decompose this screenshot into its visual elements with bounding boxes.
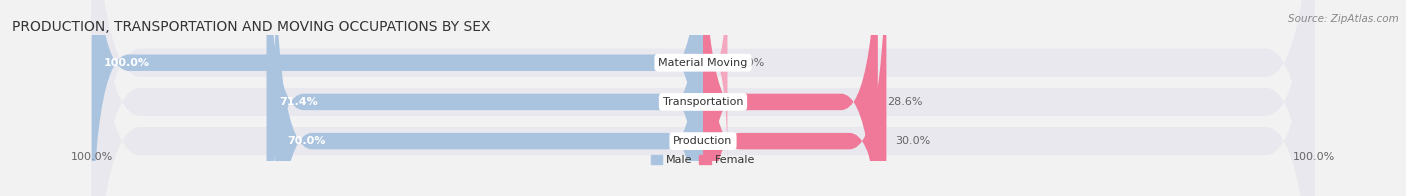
FancyBboxPatch shape [91, 0, 703, 196]
Text: 100.0%: 100.0% [1294, 152, 1336, 162]
Text: PRODUCTION, TRANSPORTATION AND MOVING OCCUPATIONS BY SEX: PRODUCTION, TRANSPORTATION AND MOVING OC… [13, 21, 491, 34]
Text: 28.6%: 28.6% [887, 97, 922, 107]
Text: 100.0%: 100.0% [104, 58, 150, 68]
Text: Transportation: Transportation [662, 97, 744, 107]
Text: 71.4%: 71.4% [278, 97, 318, 107]
Text: 100.0%: 100.0% [70, 152, 112, 162]
Text: 0.0%: 0.0% [737, 58, 765, 68]
FancyBboxPatch shape [267, 0, 703, 196]
FancyBboxPatch shape [703, 0, 727, 172]
FancyBboxPatch shape [91, 0, 1315, 196]
FancyBboxPatch shape [703, 0, 886, 196]
Text: Production: Production [673, 136, 733, 146]
FancyBboxPatch shape [91, 0, 1315, 196]
FancyBboxPatch shape [91, 0, 1315, 196]
FancyBboxPatch shape [276, 0, 703, 196]
FancyBboxPatch shape [703, 0, 877, 196]
Text: Material Moving: Material Moving [658, 58, 748, 68]
Text: 70.0%: 70.0% [287, 136, 326, 146]
Legend: Male, Female: Male, Female [651, 155, 755, 165]
Text: 30.0%: 30.0% [896, 136, 931, 146]
Text: Source: ZipAtlas.com: Source: ZipAtlas.com [1288, 14, 1399, 24]
